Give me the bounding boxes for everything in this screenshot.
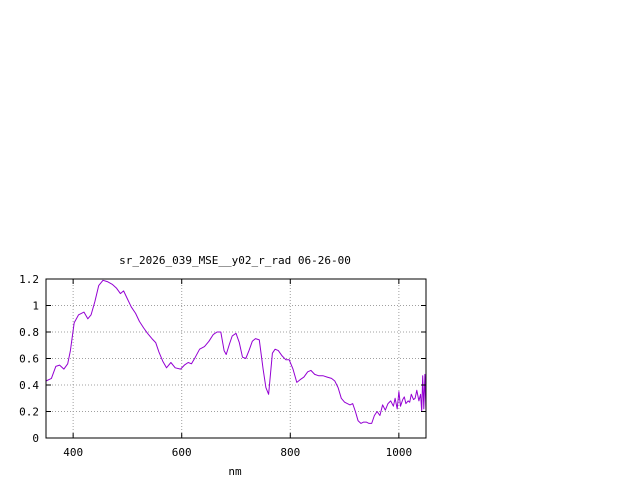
- y-tick-label: 0.6: [19, 353, 39, 366]
- grid-lines: [46, 279, 426, 438]
- y-tick-label: 0: [32, 432, 39, 445]
- x-tick-label: 600: [172, 446, 192, 459]
- y-tick-label: 0.4: [19, 379, 39, 392]
- tick-marks: [46, 278, 426, 439]
- x-axis-label: nm: [228, 465, 242, 478]
- series-layer: [45, 279, 427, 424]
- series-line: [45, 279, 427, 424]
- y-tick-label: 1: [32, 300, 39, 313]
- x-tick-label: 400: [63, 446, 83, 459]
- x-tick-label: 1000: [386, 446, 413, 459]
- chart-title: sr_2026_039_MSE__y02_r_rad 06-26-00: [119, 254, 351, 267]
- y-tick-label: 0.2: [19, 406, 39, 419]
- x-tick-label: 800: [280, 446, 300, 459]
- y-tick-label: 0.8: [19, 326, 39, 339]
- y-tick-label: 1.2: [19, 273, 39, 286]
